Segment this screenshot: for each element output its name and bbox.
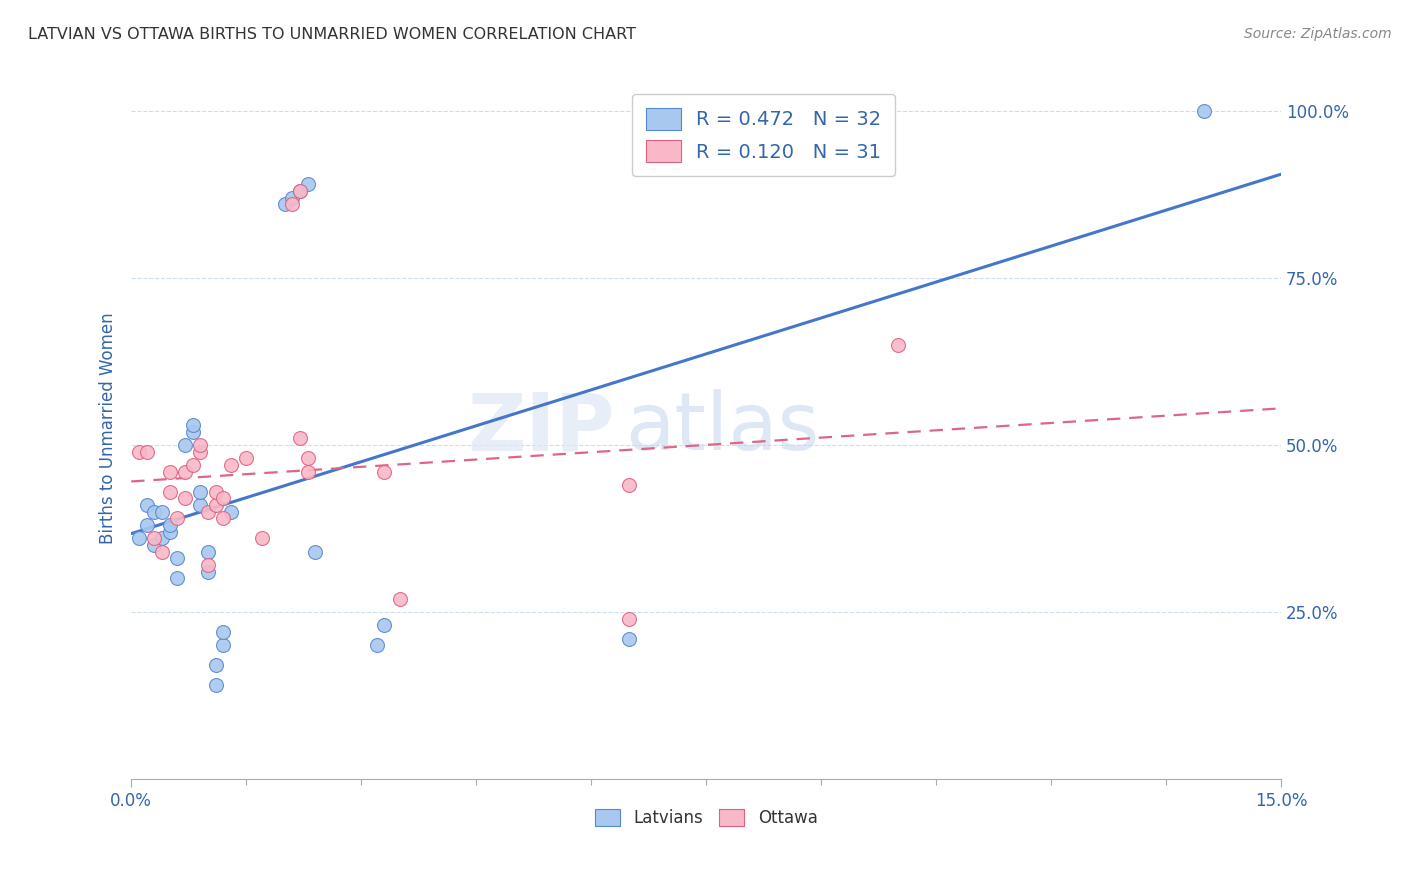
Point (135, 498, 157, 512)
Point (188, 498, 211, 512)
Point (373, 618, 395, 632)
Point (273, 197, 295, 211)
Point (281, 197, 304, 211)
Point (166, 572, 188, 586)
Point (174, 438, 197, 452)
Point (135, 444, 157, 458)
Point (288, 431, 311, 445)
Point (235, 451, 257, 466)
Point (619, 478, 641, 492)
Point (297, 178, 319, 192)
Point (197, 545, 219, 559)
Point (619, 611, 641, 625)
Point (204, 658, 226, 673)
Point (181, 458, 204, 472)
Point (128, 532, 150, 546)
Point (212, 491, 235, 506)
Point (128, 444, 150, 458)
Point (212, 638, 235, 652)
Point (188, 438, 211, 452)
Point (288, 184, 311, 198)
Point (181, 417, 204, 432)
Text: Source: ZipAtlas.com: Source: ZipAtlas.com (1244, 27, 1392, 41)
Point (135, 518, 157, 533)
Point (212, 511, 235, 525)
Point (188, 444, 211, 458)
Point (181, 425, 204, 439)
Point (143, 538, 166, 552)
Point (150, 505, 173, 519)
Point (212, 624, 235, 639)
Legend: Latvians, Ottawa: Latvians, Ottawa (588, 802, 824, 834)
Point (150, 532, 173, 546)
Point (197, 565, 219, 579)
Point (366, 638, 388, 652)
Point (219, 505, 242, 519)
Point (174, 465, 197, 479)
Point (204, 678, 226, 692)
Point (150, 545, 173, 559)
Text: atlas: atlas (626, 389, 820, 467)
Point (219, 458, 242, 472)
Point (204, 498, 226, 512)
Y-axis label: Births to Unmarried Women: Births to Unmarried Women (100, 312, 117, 544)
Point (204, 484, 226, 499)
Text: LATVIAN VS OTTAWA BIRTHS TO UNMARRIED WOMEN CORRELATION CHART: LATVIAN VS OTTAWA BIRTHS TO UNMARRIED WO… (28, 27, 636, 42)
Point (143, 505, 166, 519)
Point (373, 465, 395, 479)
Point (281, 191, 304, 205)
Point (304, 545, 326, 559)
Text: ZIP: ZIP (467, 389, 614, 467)
Point (143, 532, 166, 546)
Point (188, 484, 211, 499)
Point (250, 532, 273, 546)
Point (159, 465, 181, 479)
Point (288, 184, 311, 198)
Point (297, 451, 319, 466)
Point (886, 337, 908, 351)
Point (388, 591, 411, 606)
Point (159, 518, 181, 533)
Point (174, 491, 197, 506)
Point (297, 465, 319, 479)
Point (619, 632, 641, 646)
Point (197, 558, 219, 573)
Point (159, 484, 181, 499)
Point (159, 524, 181, 539)
Point (1194, 103, 1216, 118)
Point (166, 511, 188, 525)
Point (197, 505, 219, 519)
Point (166, 551, 188, 566)
